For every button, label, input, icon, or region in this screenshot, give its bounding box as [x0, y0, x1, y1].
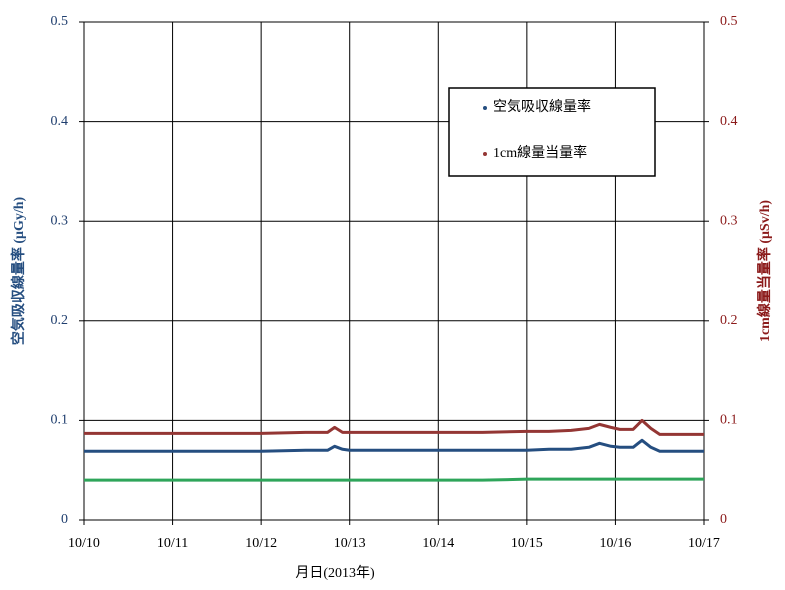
y-tick-label: 0.3 [51, 213, 69, 228]
x-tick-label: 10/13 [334, 536, 366, 551]
y2-tick-label: 0.4 [720, 114, 738, 129]
x-tick-label: 10/14 [422, 536, 454, 551]
x-tick-label: 10/11 [157, 536, 188, 551]
x-tick-label: 10/16 [599, 536, 631, 551]
y2-tick-label: 0.3 [720, 213, 738, 228]
y2-tick-label: 0.1 [720, 413, 738, 428]
legend-marker [483, 106, 487, 110]
legend-marker [483, 152, 487, 156]
y-axis-label: 空気吸収線量率 (μGy/h) [10, 197, 27, 346]
series-line [84, 438, 704, 453]
legend-label: 1cm線量当量率 [493, 144, 587, 161]
y-tick-label: 0.5 [51, 14, 69, 29]
series-line [84, 418, 704, 436]
x-tick-label: 10/10 [68, 536, 100, 551]
x-tick-label: 10/12 [245, 536, 277, 551]
x-tick-label: 10/17 [688, 536, 720, 551]
x-axis-label: 月日(2013年) [295, 565, 375, 581]
y-tick-label: 0 [61, 512, 68, 527]
y-tick-label: 0.1 [51, 413, 69, 428]
y-tick-label: 0.2 [51, 313, 69, 328]
y2-tick-label: 0.5 [720, 14, 738, 29]
series-line [84, 477, 704, 482]
y-tick-label: 0.4 [51, 114, 69, 129]
y2-tick-label: 0 [720, 512, 727, 527]
y2-tick-label: 0.2 [720, 313, 738, 328]
y2-axis-label: 1cm線量当量率 (μSv/h) [756, 200, 773, 342]
x-tick-label: 10/15 [511, 536, 543, 551]
legend-label: 空気吸収線量率 [493, 98, 591, 115]
legend-box [448, 87, 656, 177]
